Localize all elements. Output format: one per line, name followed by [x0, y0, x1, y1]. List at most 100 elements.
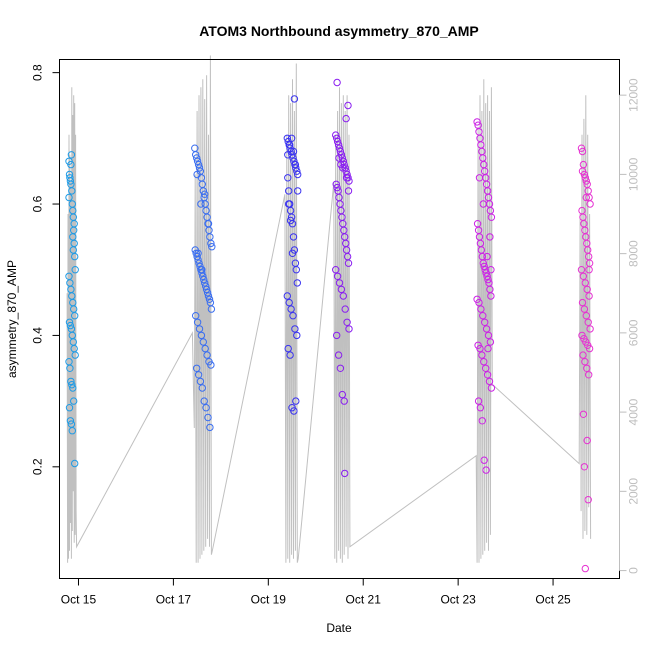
- data-point: [204, 413, 212, 422]
- data-point: [339, 164, 347, 172]
- data-point: [585, 292, 593, 300]
- data-point: [294, 170, 302, 179]
- data-point: [292, 397, 300, 405]
- data-point: [337, 285, 346, 294]
- points-layer: [65, 78, 594, 573]
- data-point: [585, 266, 593, 274]
- data-point: [205, 295, 214, 303]
- data-point: [196, 377, 205, 386]
- data-point: [201, 190, 209, 198]
- data-point: [577, 266, 586, 274]
- data-point: [192, 249, 200, 258]
- data-point: [343, 318, 351, 326]
- data-point: [334, 351, 343, 359]
- data-point: [582, 177, 590, 185]
- data-point: [71, 266, 79, 274]
- data-point: [66, 364, 74, 372]
- data-point: [192, 151, 200, 159]
- data-point: [475, 298, 483, 307]
- data-point: [478, 417, 486, 425]
- data-point: [341, 469, 349, 478]
- data-point: [479, 259, 487, 267]
- data-point: [207, 361, 215, 369]
- data-point: [289, 147, 298, 156]
- data-point: [582, 193, 590, 202]
- y-tick-label: 0.2: [31, 458, 45, 475]
- data-point: [290, 157, 298, 166]
- data-point: [342, 174, 351, 182]
- data-point: [339, 292, 347, 300]
- secondary-trace-line: [66, 55, 592, 563]
- series-1: [191, 144, 216, 432]
- data-point: [288, 249, 297, 258]
- y-axis: 0.2 0.4 0.6 0.8: [31, 64, 60, 475]
- series-4: [473, 118, 496, 474]
- data-point: [476, 404, 485, 412]
- data-point: [68, 381, 76, 389]
- x-tick-label: Oct 17: [156, 593, 192, 607]
- data-point: [195, 325, 204, 333]
- data-point: [584, 318, 592, 326]
- data-point: [581, 358, 589, 366]
- series-5: [577, 144, 594, 573]
- data-point: [487, 266, 495, 274]
- data-point: [71, 459, 79, 468]
- data-point: [484, 275, 492, 284]
- data-point: [338, 390, 346, 399]
- data-point: [195, 164, 204, 172]
- data-point: [585, 371, 593, 379]
- data-point: [484, 331, 493, 340]
- data-point: [203, 289, 212, 297]
- data-point: [204, 292, 213, 300]
- data-point: [198, 266, 206, 274]
- data-point: [198, 384, 207, 392]
- secondary-trace-layer: [66, 55, 592, 563]
- data-point: [333, 78, 341, 87]
- data-point: [198, 269, 206, 277]
- y2-tick-label: 2000: [627, 478, 641, 505]
- data-point: [483, 272, 491, 280]
- data-point: [581, 564, 589, 573]
- data-point: [477, 305, 485, 313]
- data-point: [333, 183, 341, 192]
- series-2: [283, 95, 302, 415]
- data-point: [68, 427, 77, 435]
- data-point: [286, 141, 294, 149]
- data-point: [193, 318, 202, 326]
- data-point: [290, 407, 298, 415]
- data-point: [195, 259, 203, 267]
- data-point: [342, 114, 350, 123]
- data-point: [578, 167, 587, 175]
- data-point: [65, 318, 74, 326]
- data-point: [580, 305, 589, 313]
- data-point: [291, 160, 300, 169]
- data-point: [476, 344, 484, 353]
- data-point: [67, 151, 76, 159]
- data-point: [285, 298, 293, 307]
- data-point: [287, 305, 295, 313]
- data-point: [201, 344, 209, 353]
- data-point: [345, 325, 353, 333]
- data-point: [285, 187, 293, 195]
- y2-tick-label: 12000: [627, 78, 641, 112]
- y2-tick-label: 6000: [627, 319, 641, 346]
- data-point: [207, 239, 215, 248]
- data-point: [69, 384, 77, 392]
- data-point: [581, 279, 589, 287]
- data-point: [201, 279, 209, 287]
- data-point: [578, 298, 587, 307]
- data-point: [202, 285, 211, 294]
- data-point: [486, 338, 495, 346]
- data-point: [293, 279, 301, 287]
- data-point: [67, 160, 75, 169]
- data-point: [341, 305, 349, 313]
- data-point: [67, 180, 75, 189]
- data-point: [581, 174, 589, 182]
- data-point: [289, 233, 298, 241]
- data-point: [479, 312, 487, 320]
- data-point: [71, 351, 79, 359]
- data-point: [577, 144, 586, 152]
- data-point: [586, 325, 594, 333]
